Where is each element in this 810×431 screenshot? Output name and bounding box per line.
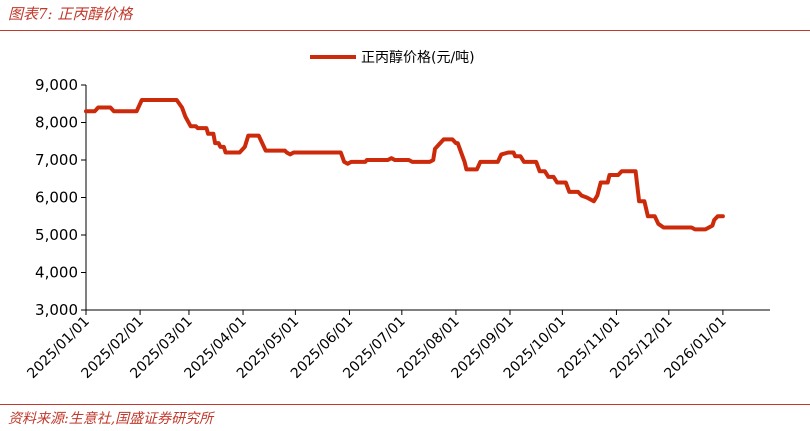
x-ticks: 2025/01/012025/02/012025/03/012025/04/01… <box>24 310 730 382</box>
price-line-chart: 正丙醇价格(元/吨) 9,000 8,000 7,000 6,000 5,000 4,00… <box>24 49 770 382</box>
y-tick-label: 7,000 <box>35 151 78 169</box>
source-rule <box>0 404 810 405</box>
y-tick-label: 9,000 <box>35 76 78 94</box>
y-tick-label: 6,000 <box>35 189 78 207</box>
y-tick-label: 3,000 <box>35 301 78 319</box>
y-tick-label: 4,000 <box>35 264 78 282</box>
caption-rule <box>0 30 810 31</box>
y-tick-label: 8,000 <box>35 114 78 132</box>
y-ticks: 9,000 8,000 7,000 6,000 5,000 4,000 3,000 <box>35 76 86 319</box>
legend-label: 正丙醇价格(元/吨) <box>361 49 475 66</box>
series-line <box>84 98 725 232</box>
figure-caption: 图表7: 正丙醇价格 <box>8 5 133 23</box>
y-tick-label: 5,000 <box>35 226 78 244</box>
source-note: 资料来源:生意社,国盛证券研究所 <box>8 411 214 427</box>
legend: 正丙醇价格(元/吨) <box>310 49 475 66</box>
